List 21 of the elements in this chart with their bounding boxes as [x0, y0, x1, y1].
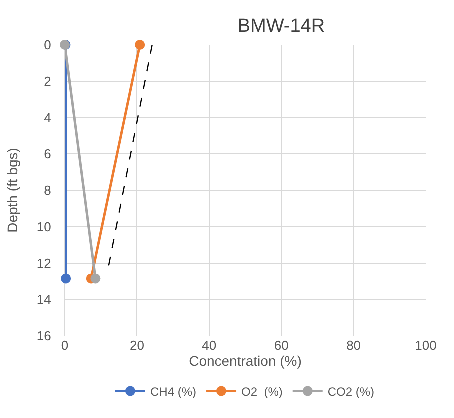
y-tick-label: 0: [44, 38, 52, 53]
y-tick-label: 4: [44, 110, 52, 126]
chart-title: BMW-14R: [238, 16, 326, 38]
x-tick-label: 80: [346, 338, 362, 353]
y-tick-label: 10: [36, 219, 52, 234]
x-tick-label: 60: [274, 338, 289, 353]
y-tick-label: 6: [44, 146, 52, 162]
legend-label: CH4 (%): [150, 384, 197, 399]
x-tick-label: 0: [61, 338, 69, 353]
y-tick-label: 16: [36, 328, 52, 344]
x-tick-label: 20: [130, 338, 144, 353]
x-tick-label: 100: [415, 338, 437, 353]
y-axis-title: Depth (ft bgs): [4, 148, 21, 233]
x-tick-label: 40: [202, 338, 217, 353]
y-tick-label: 12: [36, 256, 52, 271]
y-tick-label: 2: [44, 74, 52, 89]
legend-label: O2 (%): [242, 384, 283, 399]
y-tick-label: 14: [36, 292, 52, 308]
x-axis-title: Concentration (%): [189, 353, 302, 369]
y-tick-label: 8: [44, 183, 52, 198]
legend-label: CO2 (%): [328, 384, 375, 399]
